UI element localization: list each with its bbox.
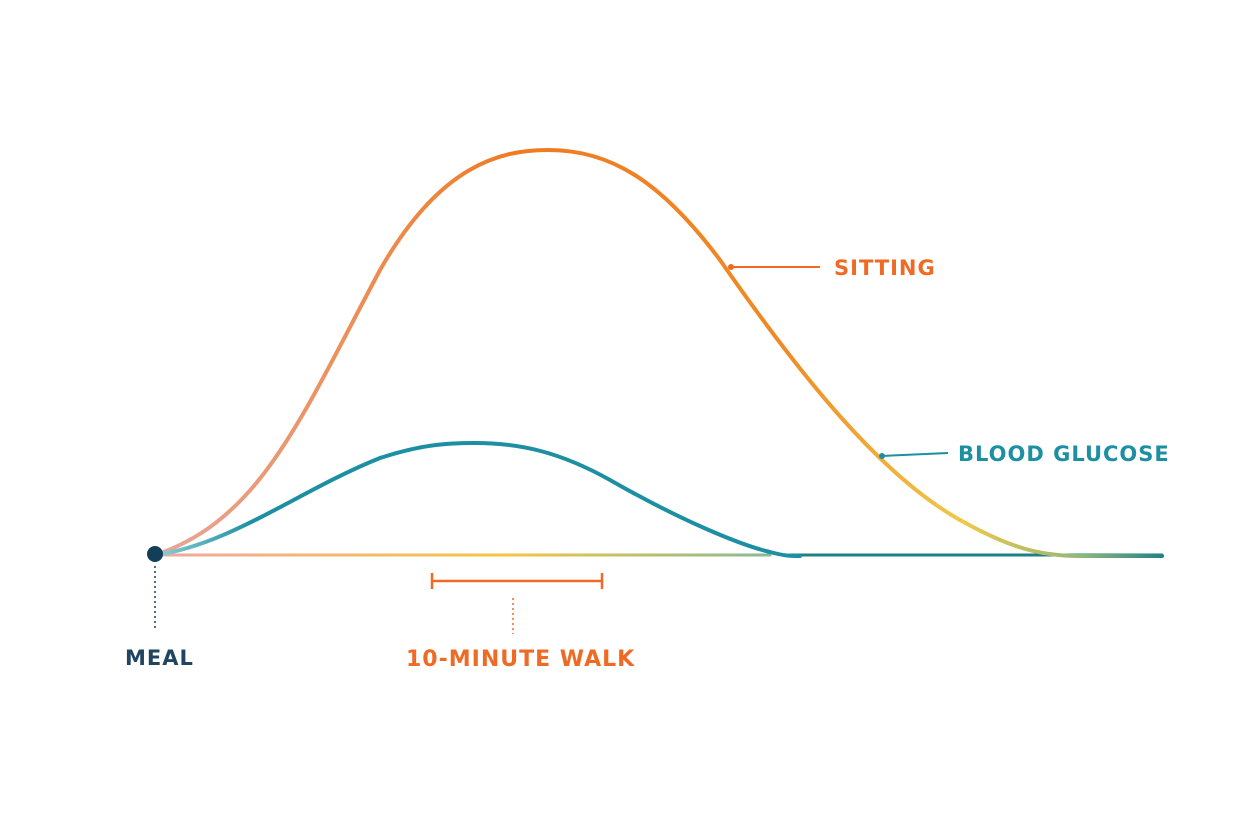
- blood-glucose-label: BLOOD GLUCOSE: [958, 442, 1170, 466]
- blood-glucose-curve: [153, 440, 802, 558]
- meal-label: MEAL: [125, 646, 194, 670]
- walk-duration-bracket: [430, 573, 604, 589]
- sitting-curve: [153, 147, 1164, 558]
- walk-label: 10-MINUTE WALK: [406, 647, 635, 672]
- sitting-label: SITTING: [834, 256, 936, 280]
- blood-glucose-callout-line: [881, 452, 949, 457]
- meal-marker-icon: [147, 546, 163, 562]
